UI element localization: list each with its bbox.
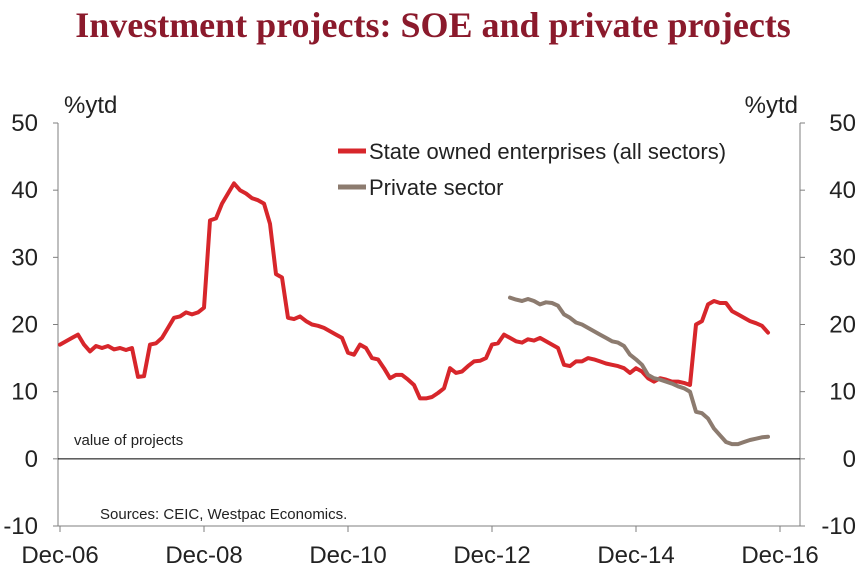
source-note: Sources: CEIC, Westpac Economics.: [100, 506, 347, 523]
y-tick-label-right: -10: [821, 513, 856, 540]
y-tick-label-right: 40: [829, 177, 856, 204]
y-tick-label-right: 10: [829, 379, 856, 406]
y-tick-label-right: 0: [843, 446, 856, 473]
y-tick-label-left: 50: [11, 110, 38, 137]
x-tick-label: Dec-16: [741, 542, 818, 569]
x-tick-label: Dec-06: [21, 542, 98, 569]
y-tick-label-left: 20: [11, 312, 38, 339]
legend-label-soe: State owned enterprises (all sectors): [369, 139, 726, 164]
series-line-soe: [58, 181, 770, 401]
y-tick-label-left: -10: [3, 513, 38, 540]
y-tick-label-left: 10: [11, 379, 38, 406]
x-tick-label: Dec-10: [309, 542, 386, 569]
y-unit-right: %ytd: [745, 92, 798, 119]
y-tick-label-right: 20: [829, 312, 856, 339]
x-tick-label: Dec-08: [165, 542, 242, 569]
series-line-private: [508, 295, 770, 447]
chart-title: Investment projects: SOE and private pro…: [75, 5, 791, 45]
y-tick-label-left: 30: [11, 244, 38, 271]
y-tick-label-left: 40: [11, 177, 38, 204]
legend: State owned enterprises (all sectors) Pr…: [338, 139, 726, 200]
x-tick-label: Dec-12: [453, 542, 530, 569]
y-tick-label-right: 30: [829, 244, 856, 271]
x-tick-label: Dec-14: [597, 542, 674, 569]
y-tick-label-right: 50: [829, 110, 856, 137]
y-tick-label-left: 0: [25, 446, 38, 473]
annotation-value-of-projects: value of projects: [74, 432, 183, 449]
y-unit-left: %ytd: [64, 92, 117, 119]
legend-label-private: Private sector: [369, 175, 504, 200]
